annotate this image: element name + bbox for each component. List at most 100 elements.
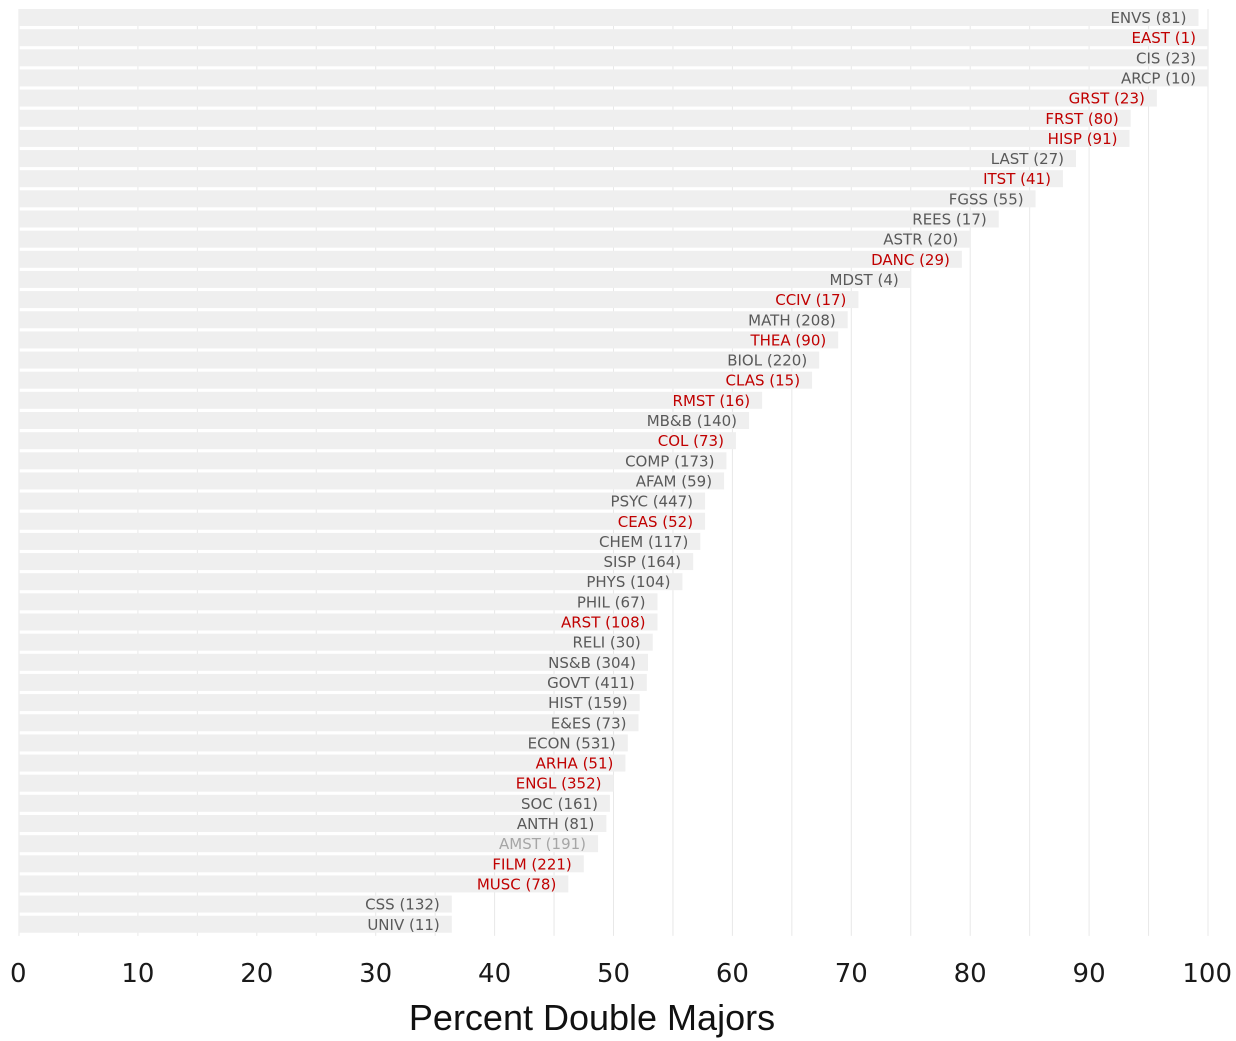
bar (19, 613, 658, 631)
bar (19, 915, 452, 933)
x-tick-label: 0 (10, 959, 27, 989)
bar (19, 170, 1063, 188)
bar (19, 754, 626, 772)
x-tick-label: 50 (597, 959, 630, 989)
bar-label: FRST (80) (1045, 110, 1118, 128)
bar (19, 270, 911, 288)
bar (19, 815, 607, 832)
bar-label: CCIV (17) (775, 291, 846, 309)
bar (19, 129, 1130, 147)
bar (19, 190, 1036, 208)
bar (19, 371, 813, 389)
bar (19, 89, 1157, 107)
bar-label: FGSS (55) (949, 190, 1024, 208)
x-axis-title: Percent Double Majors (409, 997, 775, 1038)
bar (19, 331, 839, 349)
bar (19, 311, 848, 329)
bar-label: COL (73) (658, 432, 724, 450)
bar-label: BIOL (220) (727, 352, 807, 370)
bars (19, 9, 1208, 933)
bar-label: GOVT (411) (547, 674, 635, 692)
bar (19, 492, 706, 510)
bar-label: AMST (191) (499, 835, 586, 853)
bar-label: CLAS (15) (726, 372, 801, 390)
bar (19, 432, 736, 450)
bar (19, 452, 727, 470)
bar (19, 855, 584, 873)
bar-label: ANTH (81) (517, 815, 594, 833)
bar-label: EAST (1) (1132, 29, 1196, 47)
bar-label: PSYC (447) (611, 493, 694, 511)
bar-label: THEA (90) (749, 331, 826, 349)
bar-label: CHEM (117) (599, 533, 688, 551)
bar (19, 291, 859, 309)
bar-label: SISP (164) (604, 553, 682, 571)
bar (19, 653, 648, 671)
bar-label: RMST (16) (673, 392, 751, 410)
x-tick-label: 90 (1073, 959, 1106, 989)
x-tick-label: 80 (954, 959, 987, 989)
bar-label: MATH (208) (748, 311, 836, 329)
bar-label: ITST (41) (983, 170, 1051, 188)
bar (19, 250, 962, 268)
bar-label: MUSC (78) (477, 875, 556, 893)
bar (19, 412, 750, 429)
bar (19, 593, 658, 611)
x-tick-label: 20 (240, 959, 273, 989)
bar-label: AFAM (59) (636, 472, 712, 490)
bar (19, 714, 639, 732)
bar (19, 391, 763, 409)
bar (19, 774, 614, 792)
bar (19, 512, 706, 530)
bar (19, 351, 820, 369)
bar (19, 734, 628, 752)
bar-label: ECON (531) (528, 734, 616, 752)
bar (19, 109, 1131, 127)
bar (19, 472, 725, 490)
bar (19, 553, 694, 571)
bar-label: ENVS (81) (1110, 9, 1186, 27)
bar (19, 895, 452, 913)
bar (19, 69, 1208, 87)
bar-label: ARST (108) (561, 614, 645, 632)
bar-label: ENGL (352) (516, 775, 602, 793)
bar-label: CIS (23) (1136, 49, 1196, 67)
bar (19, 29, 1208, 47)
x-tick-label: 60 (716, 959, 749, 989)
bar-label: E&ES (73) (551, 714, 627, 732)
bar (19, 835, 599, 853)
bar (19, 794, 610, 812)
bar-label: CSS (132) (365, 896, 440, 914)
bar-labels: ENVS (81) EAST (1) CIS (23) ARCP (10) GRST (… (365, 9, 1196, 934)
bar-label: MB&B (140) (647, 412, 737, 430)
bar (19, 210, 999, 228)
bar (19, 673, 647, 691)
bar (19, 633, 653, 651)
bar-label: ASTR (20) (883, 231, 958, 249)
x-tick-label: 40 (478, 959, 511, 989)
bar-label: MDST (4) (830, 271, 899, 289)
bar-label: DANC (29) (871, 251, 950, 269)
bar (19, 875, 569, 893)
bar (19, 49, 1208, 67)
bar-label: CEAS (52) (618, 513, 693, 531)
bar-label: FILM (221) (492, 855, 571, 873)
bar-label: PHYS (104) (586, 573, 670, 591)
bar (19, 694, 640, 712)
x-axis-ticks: 0 10 20 30 40 50 60 70 80 90 100 (10, 959, 1232, 989)
bar (19, 9, 1199, 26)
bar-label: REES (17) (912, 211, 986, 229)
bar (19, 150, 1077, 168)
bar-label: SOC (161) (521, 795, 598, 813)
bar-label: NS&B (304) (548, 654, 636, 672)
bar-label: HIST (159) (548, 694, 628, 712)
bar (19, 573, 683, 591)
bar (19, 230, 971, 248)
bar-label: ARHA (51) (536, 755, 614, 773)
bar (19, 532, 701, 550)
bar-label: LAST (27) (991, 150, 1064, 168)
x-tick-label: 30 (359, 959, 392, 989)
bar-label: ARCP (10) (1121, 69, 1196, 87)
bar-label: UNIV (11) (367, 916, 439, 934)
